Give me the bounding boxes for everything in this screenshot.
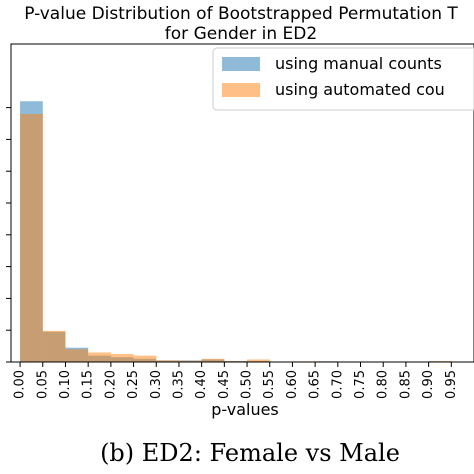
chart-title-line-1: P-value Distribution of Bootstrapped Per… [24, 4, 458, 24]
x-tick-label: 0.70 [330, 370, 345, 399]
x-tick-label: 0.25 [126, 370, 141, 399]
plot-frame [10, 43, 474, 363]
x-tick-label: 0.65 [308, 370, 323, 399]
bar-series-1-bin-6 [156, 360, 179, 362]
x-axis-label: p-values [211, 400, 279, 419]
legend-swatch-manual [222, 57, 260, 71]
x-tick-label: 0.55 [262, 370, 277, 399]
y-ticks-group [6, 107, 11, 363]
figure-caption: (b) ED2: Female vs Male [100, 439, 400, 467]
bar-series-1-bin-10 [247, 359, 270, 362]
x-tick-label: 0.15 [81, 370, 96, 399]
bar-series-1-bin-5 [133, 355, 157, 362]
x-tick-label: 0.35 [171, 370, 186, 399]
bars-group [20, 101, 452, 363]
x-tick-label: 0.45 [217, 370, 232, 399]
x-tick-label: 0.40 [194, 370, 209, 399]
x-tick-label: 0.90 [421, 370, 436, 399]
x-tick-label: 0.20 [103, 370, 118, 399]
x-tick-label: 0.80 [376, 370, 391, 399]
bar-series-1-bin-7 [178, 360, 202, 362]
legend-box [212, 47, 474, 111]
bar-series-1-bin-4 [110, 354, 134, 362]
bar-series-1-bin-0 [20, 113, 43, 363]
x-tick-label: 0.05 [35, 370, 50, 399]
x-tick-label: 0.60 [285, 370, 300, 399]
x-tick-label: 0.50 [240, 370, 255, 399]
bar-series-1-bin-2 [65, 349, 89, 362]
x-tick-label: 0.10 [58, 370, 73, 399]
chart-title-line-2: for Gender in ED2 [165, 24, 317, 44]
x-ticks-group: 0.00 0.05 0.10 0.15 0.20 0.25 0.30 0.35 0.40 0.45… [13, 362, 459, 399]
x-tick-label: 0.00 [13, 370, 28, 399]
legend-swatch-automated [222, 83, 260, 97]
bar-series-1-bin-3 [88, 352, 111, 362]
x-tick-label: 0.30 [149, 370, 164, 399]
bar-series-1-bin-1 [42, 330, 66, 362]
legend-label-manual: using manual counts [275, 54, 442, 73]
legend-label-automated: using automated cou [275, 80, 445, 99]
x-tick-label: 0.85 [398, 370, 413, 399]
legend: using manual counts using automated cou [212, 47, 474, 111]
x-tick-label: 0.75 [353, 370, 368, 399]
x-tick-label: 0.95 [444, 370, 459, 399]
bar-series-1-bin-8 [201, 358, 225, 362]
